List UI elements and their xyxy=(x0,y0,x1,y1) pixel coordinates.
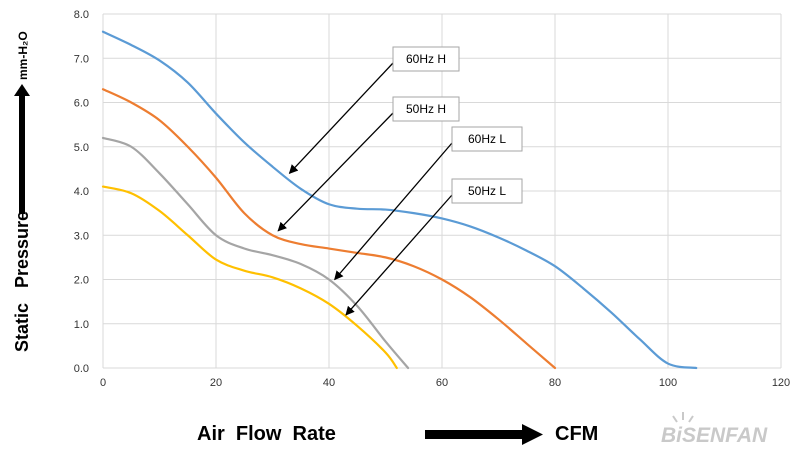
y-tick-label: 0.0 xyxy=(74,363,89,375)
x-axis-title: Air Flow Rate xyxy=(197,423,336,445)
x-tick-label: 0 xyxy=(100,377,106,389)
series-line-60hz-l xyxy=(101,136,410,370)
series-line-50hz-h xyxy=(101,88,557,370)
x-axis-arrow-shaft xyxy=(425,430,525,439)
callout-arrow xyxy=(345,194,453,316)
y-axis-arrow-shaft xyxy=(19,96,25,214)
callout-box xyxy=(392,46,460,72)
series-lines xyxy=(101,30,698,370)
y-tick-label: 4.0 xyxy=(74,186,89,198)
y-tick-label: 2.0 xyxy=(74,275,89,287)
x-tick-label: 60 xyxy=(436,377,448,389)
callout-box xyxy=(451,178,523,204)
brand-logo: BiSENFAN xyxy=(661,412,768,447)
x-tick-label: 120 xyxy=(772,377,790,389)
y-tick-label: 3.0 xyxy=(74,230,89,242)
callout-50hz-h: 50Hz H xyxy=(277,96,460,232)
y-tick-label: 6.0 xyxy=(74,98,89,110)
callout-label: 50Hz H xyxy=(406,102,446,116)
y-axis-unit: mm-H₂O xyxy=(16,31,30,80)
callout-60hz-l: 60Hz L xyxy=(334,126,523,281)
y-axis-arrow-head xyxy=(14,84,30,96)
callout-box xyxy=(451,126,523,152)
y-tick-label: 8.0 xyxy=(74,9,89,21)
y-axis-title: Static Pressure xyxy=(12,211,32,352)
x-tick-label: 80 xyxy=(549,377,561,389)
callout-50hz-l: 50Hz L xyxy=(345,178,523,316)
x-tick-labels: 0 20 40 60 80 100 120 xyxy=(100,377,790,389)
series-line-60hz-h xyxy=(101,30,698,370)
series-line-50hz-l xyxy=(101,185,398,370)
y-tick-label: 5.0 xyxy=(74,142,89,154)
callout-box xyxy=(392,96,460,122)
y-tick-label: 7.0 xyxy=(74,53,89,65)
x-tick-label: 40 xyxy=(323,377,335,389)
callout-arrow xyxy=(288,62,394,174)
callout-arrow xyxy=(334,142,453,281)
y-tick-labels: 0.0 1.0 2.0 3.0 4.0 5.0 6.0 7.0 8.0 xyxy=(74,9,89,375)
callout-arrow xyxy=(277,112,394,232)
x-axis-arrow-head xyxy=(522,424,543,445)
callout-label: 60Hz H xyxy=(406,52,446,66)
callout-label: 60Hz L xyxy=(468,132,506,146)
x-tick-label: 20 xyxy=(210,377,222,389)
series-callouts: 60Hz H 50Hz H 60Hz L 50Hz L xyxy=(277,46,523,316)
y-axis-title-group: Static Pressure mm-H₂O xyxy=(12,31,32,352)
brand-rays-icon xyxy=(672,412,694,423)
brand-text: BiSENFAN xyxy=(661,424,768,447)
callout-60hz-h: 60Hz H xyxy=(288,46,460,174)
y-tick-label: 1.0 xyxy=(74,319,89,331)
callout-label: 50Hz L xyxy=(468,184,506,198)
x-axis-unit: CFM xyxy=(555,423,598,445)
grid xyxy=(102,13,782,369)
x-tick-label: 100 xyxy=(659,377,677,389)
